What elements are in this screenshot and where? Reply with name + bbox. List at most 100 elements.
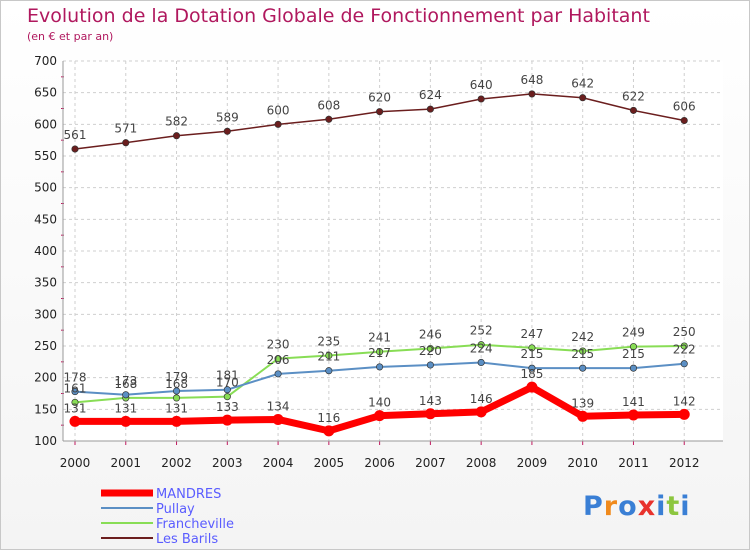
- logo-letter: i: [656, 491, 667, 522]
- data-label: 242: [571, 330, 594, 344]
- data-label: 168: [114, 377, 137, 391]
- proxiti-logo: Proxiti: [583, 491, 691, 522]
- x-tick-label: 2001: [110, 456, 141, 470]
- data-label: 642: [571, 77, 594, 91]
- data-label: 249: [622, 326, 645, 340]
- y-tick-label: 300: [34, 307, 57, 321]
- data-point: [221, 414, 233, 426]
- x-tick-label: 2000: [60, 456, 91, 470]
- data-point: [629, 364, 638, 372]
- data-label: 220: [419, 344, 442, 358]
- data-label: 142: [673, 394, 696, 408]
- data-label: 141: [622, 395, 645, 409]
- data-point: [627, 409, 639, 421]
- data-label: 582: [165, 115, 188, 129]
- data-label: 600: [267, 103, 290, 117]
- data-point: [71, 398, 79, 406]
- x-tick-label: 2009: [517, 456, 548, 470]
- data-label: 116: [317, 411, 340, 425]
- y-tick-label: 500: [34, 181, 57, 195]
- data-label: 561: [64, 128, 87, 142]
- x-tick-label: 2008: [466, 456, 497, 470]
- data-point: [272, 413, 284, 425]
- y-tick-label: 150: [34, 402, 57, 416]
- data-point: [325, 367, 333, 375]
- data-point: [629, 343, 638, 351]
- data-point: [274, 355, 282, 363]
- data-point: [680, 360, 688, 368]
- x-tick-label: 2004: [263, 456, 294, 470]
- x-tick-label: 2006: [364, 456, 395, 470]
- logo-letter: r: [603, 491, 619, 522]
- y-tick-label: 400: [34, 244, 57, 258]
- data-point: [579, 364, 587, 372]
- data-point: [426, 105, 434, 113]
- data-point: [426, 344, 434, 353]
- y-tick-label: 250: [34, 339, 57, 353]
- chart-title: Evolution de la Dotation Globale de Fonc…: [27, 5, 650, 27]
- data-label: 140: [368, 396, 391, 410]
- data-point: [120, 415, 132, 427]
- data-label: 606: [673, 100, 696, 114]
- data-label: 571: [114, 122, 137, 136]
- data-point: [172, 132, 181, 140]
- data-label: 224: [470, 341, 493, 355]
- data-point: [577, 410, 589, 422]
- data-point: [680, 116, 688, 125]
- data-label: 222: [673, 343, 696, 357]
- x-tick-label: 2003: [212, 456, 243, 470]
- data-point: [579, 347, 587, 355]
- data-label: 241: [368, 331, 391, 345]
- data-label: 648: [520, 73, 543, 87]
- legend-label: Pullay: [156, 502, 195, 517]
- data-label: 131: [64, 401, 87, 415]
- legend-label: Les Barils: [156, 532, 218, 547]
- data-label: 206: [267, 353, 290, 367]
- y-tick-label: 650: [34, 86, 57, 100]
- x-tick-label: 2002: [161, 456, 192, 470]
- data-label: 215: [622, 347, 645, 361]
- data-point: [477, 95, 485, 103]
- data-point: [526, 381, 538, 393]
- data-label: 179: [165, 370, 188, 384]
- data-label: 139: [571, 396, 594, 410]
- data-point: [376, 363, 384, 371]
- data-point: [374, 410, 386, 422]
- data-point: [477, 341, 485, 349]
- data-point: [325, 351, 333, 360]
- x-tick-label: 2005: [314, 456, 345, 470]
- data-label: 178: [64, 371, 87, 385]
- data-label: 131: [165, 401, 188, 415]
- data-label: 252: [470, 324, 493, 338]
- data-point: [223, 393, 231, 401]
- data-label: 134: [267, 399, 290, 413]
- data-point: [680, 342, 688, 350]
- data-label: 211: [317, 350, 340, 364]
- data-label: 181: [216, 369, 239, 383]
- y-tick-label: 350: [34, 276, 57, 290]
- data-point: [274, 120, 282, 128]
- data-label: 624: [419, 88, 442, 102]
- data-label: 250: [673, 325, 696, 339]
- data-point: [171, 415, 183, 427]
- data-label: 235: [317, 335, 340, 349]
- data-point: [629, 106, 638, 114]
- data-point: [424, 408, 436, 420]
- data-label: 608: [317, 98, 340, 112]
- data-point: [122, 139, 130, 147]
- data-point: [477, 358, 485, 367]
- data-point: [376, 348, 384, 356]
- data-point: [579, 94, 587, 102]
- data-label: 217: [368, 346, 391, 360]
- data-point: [475, 406, 487, 418]
- data-label: 185: [520, 367, 543, 381]
- y-tick-label: 600: [34, 117, 57, 131]
- data-point: [122, 391, 130, 399]
- data-label: 168: [165, 377, 188, 391]
- data-label: 161: [64, 381, 87, 395]
- data-label: 143: [419, 394, 442, 408]
- data-label: 246: [419, 328, 442, 342]
- data-point: [71, 145, 79, 153]
- y-tick-label: 700: [34, 54, 57, 68]
